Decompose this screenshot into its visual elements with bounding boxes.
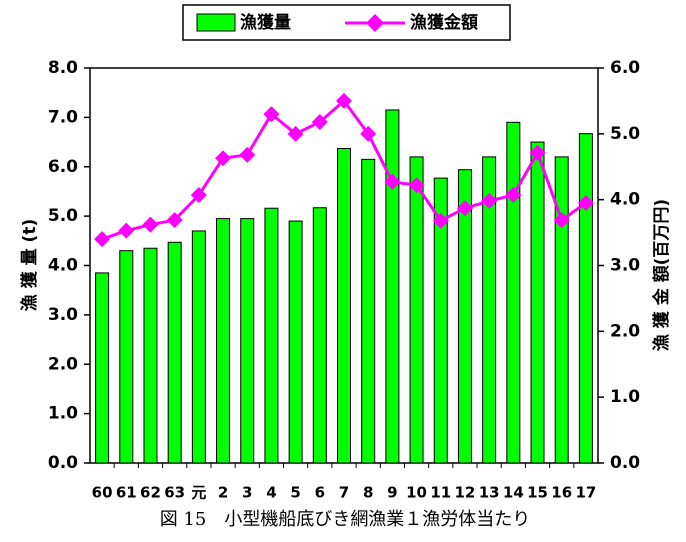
marker xyxy=(287,125,304,142)
x-tick-label: 14 xyxy=(503,484,524,502)
legend-swatch xyxy=(196,13,236,32)
marker xyxy=(142,216,159,233)
x-tick-label: 12 xyxy=(455,484,476,502)
y-tick-label: 7.0 xyxy=(48,107,78,127)
x-tick-label: 9 xyxy=(387,484,397,502)
x-tick-label: 13 xyxy=(479,484,500,502)
caption: 図 15 小型機船底びき網漁業１漁労体当たり xyxy=(160,509,531,530)
marker xyxy=(190,187,207,204)
x-tick-label: 17 xyxy=(575,484,596,502)
marker xyxy=(118,222,135,239)
y-tick-label: 6.0 xyxy=(48,157,78,177)
y-axis-title: 漁 獲 量 (t) xyxy=(19,219,40,311)
y2-tick-label: 6.0 xyxy=(610,58,640,78)
y2-tick-label: 4.0 xyxy=(610,190,640,210)
bar xyxy=(167,241,182,464)
y-tick-label: 2.0 xyxy=(48,354,78,374)
y-tick-label: 0.0 xyxy=(48,453,78,473)
y2-tick-label: 1.0 xyxy=(610,387,640,407)
marker xyxy=(408,177,425,194)
bar xyxy=(95,272,110,464)
bar xyxy=(264,207,279,464)
marker xyxy=(311,113,328,130)
marker xyxy=(360,125,377,142)
bar xyxy=(361,158,376,464)
legend-label: 漁獲量 xyxy=(240,12,291,33)
y-tick-label: 8.0 xyxy=(48,58,78,78)
bar xyxy=(312,207,327,464)
bar xyxy=(433,177,448,464)
x-tick-label: 8 xyxy=(363,484,373,502)
bar xyxy=(409,156,424,464)
x-tick-label: 60 xyxy=(92,484,113,502)
x-tick-label: 10 xyxy=(406,484,427,502)
marker xyxy=(239,146,256,163)
x-tick-label: 元 xyxy=(191,484,206,502)
marker xyxy=(215,150,232,167)
bar xyxy=(337,147,351,464)
bar xyxy=(143,247,158,464)
bar xyxy=(506,121,521,464)
y2-tick-label: 3.0 xyxy=(610,256,640,276)
x-tick-label: 16 xyxy=(551,484,572,502)
x-tick-label: 7 xyxy=(339,484,349,502)
marker xyxy=(553,212,570,229)
marker xyxy=(505,187,522,204)
x-tick-label: 62 xyxy=(140,484,161,502)
marker xyxy=(263,106,280,123)
y2-axis-title: 漁 獲 金 額(百万円) xyxy=(651,199,672,351)
x-tick-label: 6 xyxy=(315,484,325,502)
y-tick-label: 5.0 xyxy=(48,206,78,226)
legend-marker xyxy=(366,14,384,32)
x-tick-label: 61 xyxy=(116,484,137,502)
x-tick-label: 3 xyxy=(242,484,252,502)
bar xyxy=(288,220,303,464)
y-tick-label: 4.0 xyxy=(48,256,78,276)
bar xyxy=(530,141,545,464)
marker xyxy=(432,212,449,229)
x-tick-label: 5 xyxy=(290,484,300,502)
marker xyxy=(384,173,401,190)
marker xyxy=(529,144,546,161)
bar xyxy=(578,133,593,464)
y2-tick-label: 2.0 xyxy=(610,321,640,341)
x-tick-label: 15 xyxy=(527,484,548,502)
bar xyxy=(216,218,231,464)
bar xyxy=(482,156,497,464)
y-tick-label: 1.0 xyxy=(48,404,78,424)
bar xyxy=(457,169,472,464)
x-tick-label: 2 xyxy=(218,484,228,502)
marker xyxy=(166,212,183,229)
x-tick-label: 11 xyxy=(430,484,451,502)
bar xyxy=(240,218,255,464)
bar xyxy=(119,250,134,464)
x-tick-label: 63 xyxy=(164,484,185,502)
marker xyxy=(336,92,352,109)
y2-tick-label: 0.0 xyxy=(610,453,640,473)
marker xyxy=(94,231,111,248)
y2-tick-label: 5.0 xyxy=(610,124,640,144)
bar xyxy=(385,109,400,464)
marker xyxy=(481,192,498,209)
y-tick-label: 3.0 xyxy=(48,305,78,325)
marker xyxy=(577,194,594,211)
legend-label: 漁獲金額 xyxy=(410,12,478,33)
x-tick-label: 4 xyxy=(266,484,276,502)
bar xyxy=(191,230,206,464)
marker xyxy=(456,200,473,217)
bar xyxy=(554,156,569,464)
